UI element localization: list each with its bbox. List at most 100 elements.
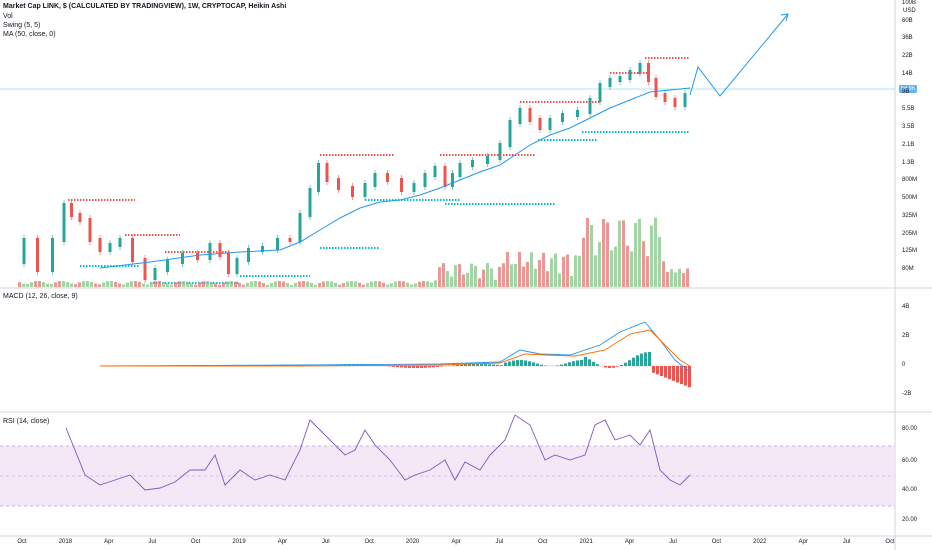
volume-bar bbox=[298, 281, 301, 287]
price-candle bbox=[218, 243, 222, 257]
volume-bar bbox=[314, 284, 317, 287]
price-candle bbox=[363, 183, 367, 197]
price-candle bbox=[181, 253, 184, 264]
volume-bar bbox=[626, 245, 629, 287]
y-tick-main: 60B bbox=[902, 17, 913, 24]
volume-bar bbox=[482, 269, 485, 287]
volume-bar bbox=[410, 284, 413, 287]
volume-bar bbox=[426, 281, 429, 287]
volume-bar bbox=[174, 282, 177, 287]
volume-bar bbox=[222, 282, 225, 287]
macd-hist-bar bbox=[524, 360, 527, 366]
macd-hist-bar bbox=[648, 352, 651, 366]
macd-hist-bar bbox=[424, 366, 427, 368]
price-candle bbox=[325, 163, 329, 182]
y-tick-rsi: 60.00 bbox=[902, 458, 918, 464]
volume-bar bbox=[414, 283, 417, 287]
macd-hist-bar bbox=[540, 364, 543, 366]
volume-bar bbox=[366, 283, 369, 287]
macd-hist-bar bbox=[560, 364, 563, 366]
macd-hist-bar bbox=[452, 365, 455, 366]
y-tick-main: 205M bbox=[902, 230, 918, 237]
y-tick-main: 325M bbox=[902, 212, 918, 219]
volume-bar bbox=[666, 271, 669, 287]
price-candle bbox=[663, 93, 667, 102]
signal-line bbox=[100, 329, 691, 367]
volume-bar bbox=[286, 283, 289, 287]
macd-hist-bar bbox=[512, 360, 515, 366]
volume-bar bbox=[406, 282, 409, 287]
price-candle bbox=[683, 93, 687, 107]
macd-hist-bar bbox=[360, 364, 363, 366]
x-tick: Apr bbox=[798, 539, 808, 545]
volume-bar bbox=[630, 251, 633, 287]
macd-hist-bar bbox=[636, 355, 639, 366]
price-candle bbox=[618, 76, 622, 82]
volume-bar bbox=[602, 219, 605, 287]
volume-bar bbox=[162, 281, 165, 287]
price-candle bbox=[386, 173, 389, 182]
macd-hist-bar bbox=[628, 360, 631, 366]
macd-hist-bar bbox=[656, 366, 659, 375]
volume-bar bbox=[570, 276, 573, 287]
macd-hist-bar bbox=[616, 366, 619, 367]
price-candle bbox=[153, 268, 157, 280]
price-candle bbox=[588, 98, 592, 114]
volume-bar bbox=[30, 282, 33, 287]
volume-bar bbox=[178, 281, 181, 287]
volume-bar bbox=[294, 283, 297, 287]
x-tick: Oct bbox=[190, 539, 201, 545]
volume-bar bbox=[386, 284, 389, 287]
volume-bar bbox=[78, 282, 81, 287]
volume-bar bbox=[206, 281, 209, 287]
volume-bar bbox=[530, 252, 533, 287]
x-tick: Jul bbox=[669, 539, 677, 545]
x-tick: 2021 bbox=[579, 539, 593, 545]
macd-hist-bar bbox=[408, 366, 411, 368]
volume-bar bbox=[542, 252, 545, 287]
volume-bar bbox=[510, 264, 513, 287]
volume-bar bbox=[22, 283, 25, 287]
macd-hist-bar bbox=[556, 365, 559, 366]
volume-bar bbox=[518, 252, 521, 287]
volume-bar bbox=[674, 272, 677, 287]
macd-hist-bar bbox=[460, 364, 463, 366]
macd-hist-bar bbox=[612, 366, 615, 368]
macd-hist-bar bbox=[672, 366, 675, 381]
macd-hist-bar bbox=[660, 366, 663, 376]
volume-bar bbox=[18, 282, 21, 287]
macd-hist-bar bbox=[592, 361, 595, 366]
macd-hist-bar bbox=[684, 366, 687, 386]
macd-hist-bar bbox=[480, 364, 483, 366]
macd-hist-bar bbox=[532, 362, 535, 366]
price-candle bbox=[196, 253, 199, 260]
macd-hist-bar bbox=[608, 366, 611, 368]
macd-hist-bar bbox=[644, 352, 647, 366]
x-tick: Jul bbox=[148, 539, 157, 545]
volume-bar bbox=[370, 281, 373, 287]
price-candle bbox=[548, 118, 552, 130]
volume-bar bbox=[138, 281, 141, 287]
volume-bar bbox=[102, 282, 105, 287]
macd-hist-bar bbox=[620, 364, 623, 366]
y-tick-main: 500M bbox=[902, 195, 918, 202]
macd-hist-bar bbox=[516, 360, 519, 366]
y-tick-main: 100B bbox=[902, 0, 917, 6]
projection-arrowhead bbox=[780, 13, 789, 22]
price-candle bbox=[647, 63, 650, 82]
price-candle bbox=[22, 238, 26, 264]
volume-bar bbox=[90, 281, 93, 287]
volume-bar bbox=[454, 265, 457, 287]
volume-bar bbox=[442, 263, 445, 287]
price-candle bbox=[373, 173, 377, 187]
volume-bar bbox=[54, 282, 57, 287]
price-candle bbox=[423, 173, 427, 187]
price-candle bbox=[598, 83, 602, 102]
volume-bar bbox=[378, 281, 381, 287]
macd-hist-bar bbox=[492, 364, 495, 366]
y-tick-main: 125M bbox=[902, 248, 918, 255]
price-candle bbox=[118, 238, 122, 247]
volume-bar bbox=[342, 283, 345, 287]
